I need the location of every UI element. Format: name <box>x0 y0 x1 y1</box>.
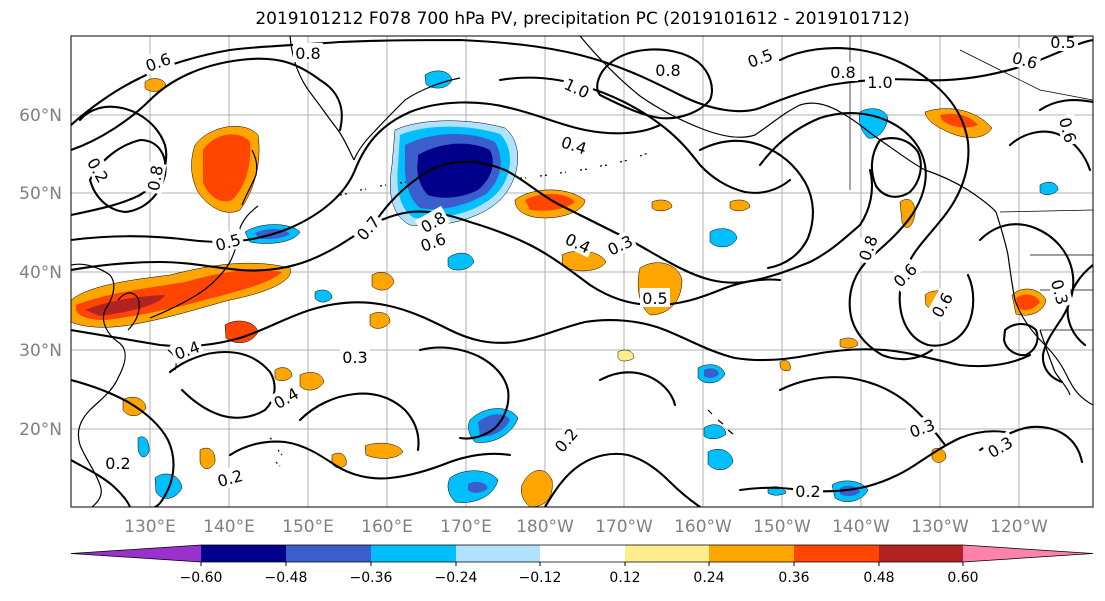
map-title: 2019101212 F078 700 hPa PV, precipitatio… <box>255 9 910 29</box>
colorbar-tick-label: −0.24 <box>435 570 478 586</box>
lon-label: 140°W <box>832 517 890 537</box>
colorbar-swatch <box>625 545 709 562</box>
colorbar-tick-label: −0.48 <box>265 570 308 586</box>
lon-label: 150°E <box>282 517 334 537</box>
lat-label: 30°N <box>19 341 62 361</box>
colorbar-tick-label: 0.36 <box>778 570 809 586</box>
colorbar-extend-min <box>71 545 201 562</box>
lon-label: 140°E <box>203 517 255 537</box>
contour-label: 1.0 <box>867 73 892 92</box>
lat-label: 40°N <box>19 263 62 283</box>
longitude-labels: 130°E 140°E 150°E 160°E 170°E 180°W 170°W 160°W… <box>124 517 1048 537</box>
colorbar-tick-label: 0.48 <box>863 570 894 586</box>
colorbar-swatch <box>201 545 286 562</box>
colorbar-swatch <box>879 545 963 562</box>
contour-label: 0.8 <box>144 164 167 192</box>
precip-shading <box>71 70 1059 507</box>
lon-label: 160°E <box>361 517 413 537</box>
colorbar-tick-label: 0.24 <box>693 570 724 586</box>
colorbar-swatch <box>794 545 879 562</box>
lon-label: 130°W <box>911 517 969 537</box>
colorbar: −0.60 −0.48 −0.36 −0.24 −0.12 0.12 0.24 0.36 0.4… <box>70 544 1094 586</box>
colorbar-swatch <box>456 545 540 562</box>
colorbar-swatch <box>286 545 371 562</box>
contour-label: 0.8 <box>295 44 320 63</box>
contour-label: 0.2 <box>795 482 820 501</box>
lon-label: 170°W <box>595 517 653 537</box>
lat-label: 60°N <box>19 106 62 126</box>
colorbar-tick-label: 0.60 <box>947 570 978 586</box>
lon-label: 120°W <box>990 517 1048 537</box>
map-frame <box>70 35 1094 508</box>
lon-label: 150°W <box>753 517 811 537</box>
contour-label: 0.8 <box>655 61 680 80</box>
colorbar-tick-label: 0.12 <box>609 570 640 586</box>
contour-label: 0.5 <box>642 289 667 308</box>
latitude-labels: 60°N 50°N 40°N 30°N 20°N <box>19 106 62 440</box>
colorbar-extend-max <box>963 545 1093 562</box>
contour-label: 0.5 <box>1050 33 1075 52</box>
colorbar-swatch <box>709 545 794 562</box>
contour-label: 0.2 <box>105 454 130 473</box>
lat-label: 20°N <box>19 420 62 440</box>
contour-label: 0.8 <box>830 63 855 82</box>
lon-label: 160°W <box>674 517 732 537</box>
lon-label: 180°W <box>516 517 574 537</box>
colorbar-swatch <box>540 545 625 562</box>
colorbar-swatch <box>371 545 456 562</box>
contour-label: 0.3 <box>342 348 367 367</box>
colorbar-tick-label: −0.60 <box>180 570 223 586</box>
lon-label: 130°E <box>124 517 176 537</box>
colorbar-tick-label: −0.36 <box>350 570 393 586</box>
colorbar-tick-label: −0.12 <box>519 570 562 586</box>
lon-label: 170°E <box>440 517 492 537</box>
lat-label: 50°N <box>19 184 62 204</box>
